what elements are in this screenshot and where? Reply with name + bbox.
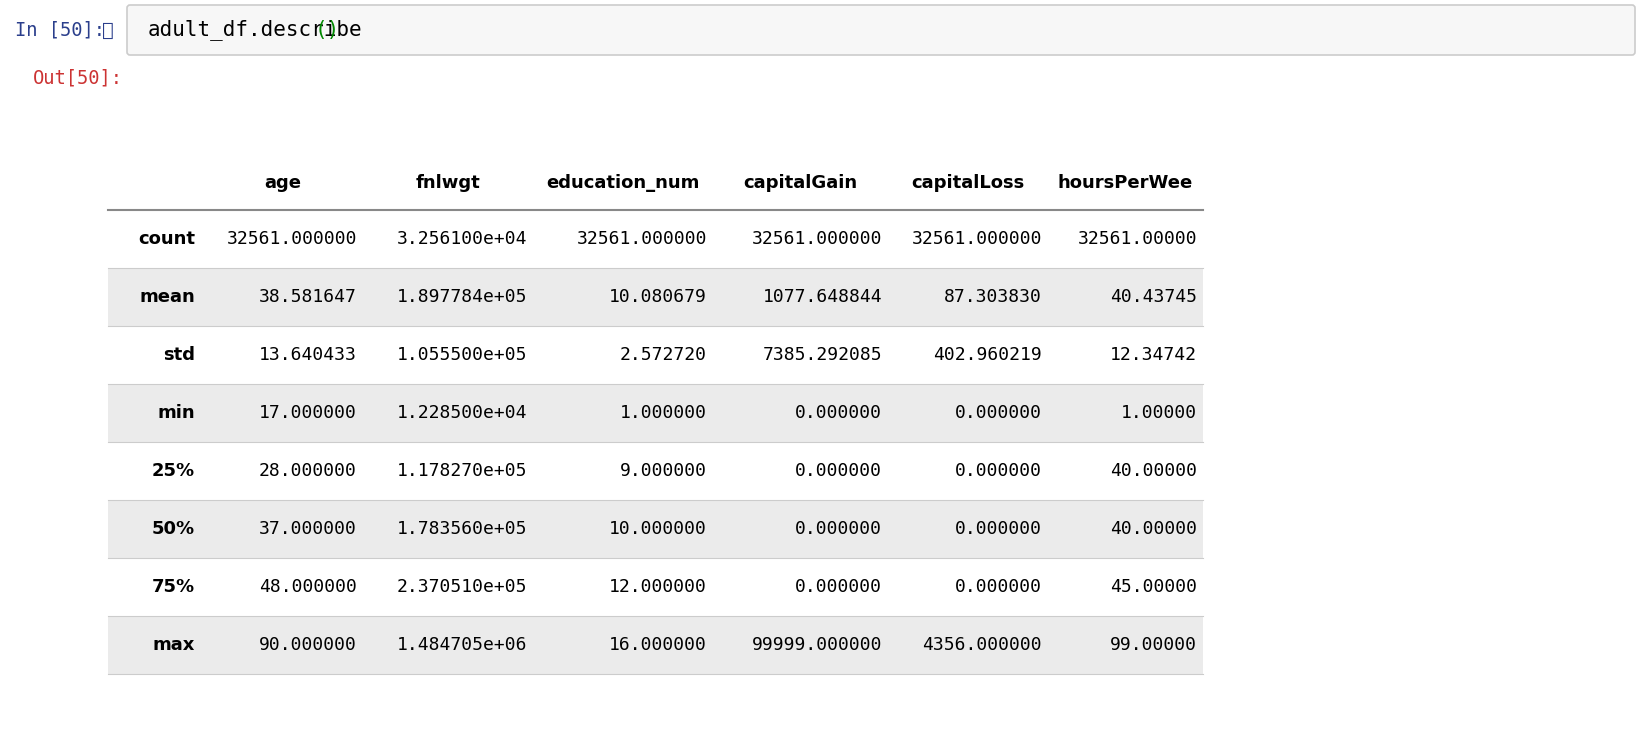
Text: max: max bbox=[152, 636, 195, 654]
Text: 40.43745: 40.43745 bbox=[1110, 288, 1196, 306]
Text: 0.000000: 0.000000 bbox=[955, 520, 1043, 538]
Text: 1.00000: 1.00000 bbox=[1120, 404, 1196, 422]
Text: 1077.648844: 1077.648844 bbox=[762, 288, 883, 306]
Text: 28.000000: 28.000000 bbox=[259, 462, 356, 480]
Text: std: std bbox=[163, 346, 195, 364]
Text: 12.000000: 12.000000 bbox=[609, 578, 706, 596]
Text: In [50]:: In [50]: bbox=[15, 21, 106, 39]
Text: 0.000000: 0.000000 bbox=[795, 404, 883, 422]
Text: 7385.292085: 7385.292085 bbox=[762, 346, 883, 364]
Text: capitalGain: capitalGain bbox=[744, 174, 858, 192]
Text: 38.581647: 38.581647 bbox=[259, 288, 356, 306]
Text: Out[50]:: Out[50]: bbox=[33, 68, 124, 88]
Text: 4356.000000: 4356.000000 bbox=[922, 636, 1043, 654]
Text: adult_df.describe: adult_df.describe bbox=[148, 19, 363, 40]
Text: 0.000000: 0.000000 bbox=[795, 520, 883, 538]
Text: hoursPerWee: hoursPerWee bbox=[1058, 174, 1193, 192]
Text: 1.055500e+05: 1.055500e+05 bbox=[396, 346, 526, 364]
FancyBboxPatch shape bbox=[127, 5, 1635, 55]
Text: 1.897784e+05: 1.897784e+05 bbox=[396, 288, 526, 306]
Bar bbox=[107, 616, 1203, 674]
Bar bbox=[107, 155, 1203, 210]
Text: mean: mean bbox=[139, 288, 195, 306]
Text: age: age bbox=[264, 174, 302, 192]
Text: ⏩: ⏩ bbox=[102, 21, 114, 39]
Text: 2.370510e+05: 2.370510e+05 bbox=[396, 578, 526, 596]
Bar bbox=[107, 384, 1203, 442]
Text: 0.000000: 0.000000 bbox=[955, 404, 1043, 422]
Text: 0.000000: 0.000000 bbox=[955, 462, 1043, 480]
Text: 75%: 75% bbox=[152, 578, 195, 596]
Text: 1.000000: 1.000000 bbox=[620, 404, 706, 422]
Bar bbox=[107, 558, 1203, 616]
Text: 37.000000: 37.000000 bbox=[259, 520, 356, 538]
Text: 17.000000: 17.000000 bbox=[259, 404, 356, 422]
Bar bbox=[107, 442, 1203, 500]
Text: 99.00000: 99.00000 bbox=[1110, 636, 1196, 654]
Text: 90.000000: 90.000000 bbox=[259, 636, 356, 654]
Text: 1.783560e+05: 1.783560e+05 bbox=[396, 520, 526, 538]
Bar bbox=[107, 500, 1203, 558]
Bar bbox=[107, 326, 1203, 384]
Text: 40.00000: 40.00000 bbox=[1110, 520, 1196, 538]
Text: 3.256100e+04: 3.256100e+04 bbox=[396, 230, 526, 248]
Text: 2.572720: 2.572720 bbox=[620, 346, 706, 364]
Text: min: min bbox=[157, 404, 195, 422]
Text: 32561.000000: 32561.000000 bbox=[751, 230, 883, 248]
Text: 99999.000000: 99999.000000 bbox=[751, 636, 883, 654]
Text: 13.640433: 13.640433 bbox=[259, 346, 356, 364]
Text: 0.000000: 0.000000 bbox=[795, 578, 883, 596]
Text: 1.178270e+05: 1.178270e+05 bbox=[396, 462, 526, 480]
Text: 402.960219: 402.960219 bbox=[934, 346, 1043, 364]
Text: 32561.000000: 32561.000000 bbox=[576, 230, 706, 248]
Text: 1.228500e+04: 1.228500e+04 bbox=[396, 404, 526, 422]
Bar bbox=[107, 210, 1203, 268]
Bar bbox=[107, 268, 1203, 326]
Text: 0.000000: 0.000000 bbox=[955, 578, 1043, 596]
Text: 1.484705e+06: 1.484705e+06 bbox=[396, 636, 526, 654]
Text: count: count bbox=[139, 230, 195, 248]
Text: 0.000000: 0.000000 bbox=[795, 462, 883, 480]
Text: 87.303830: 87.303830 bbox=[944, 288, 1043, 306]
Text: 40.00000: 40.00000 bbox=[1110, 462, 1196, 480]
Text: 9.000000: 9.000000 bbox=[620, 462, 706, 480]
Text: 48.000000: 48.000000 bbox=[259, 578, 356, 596]
Text: 32561.00000: 32561.00000 bbox=[1077, 230, 1196, 248]
Text: 45.00000: 45.00000 bbox=[1110, 578, 1196, 596]
Text: 10.080679: 10.080679 bbox=[609, 288, 706, 306]
Text: 12.34742: 12.34742 bbox=[1110, 346, 1196, 364]
Text: 32561.000000: 32561.000000 bbox=[226, 230, 356, 248]
Text: 10.000000: 10.000000 bbox=[609, 520, 706, 538]
Text: education_num: education_num bbox=[546, 174, 700, 192]
Text: (): () bbox=[315, 20, 340, 40]
Text: fnlwgt: fnlwgt bbox=[416, 174, 480, 192]
Text: 25%: 25% bbox=[152, 462, 195, 480]
Text: capitalLoss: capitalLoss bbox=[911, 174, 1025, 192]
Text: 50%: 50% bbox=[152, 520, 195, 538]
Text: 32561.000000: 32561.000000 bbox=[911, 230, 1043, 248]
Text: 16.000000: 16.000000 bbox=[609, 636, 706, 654]
